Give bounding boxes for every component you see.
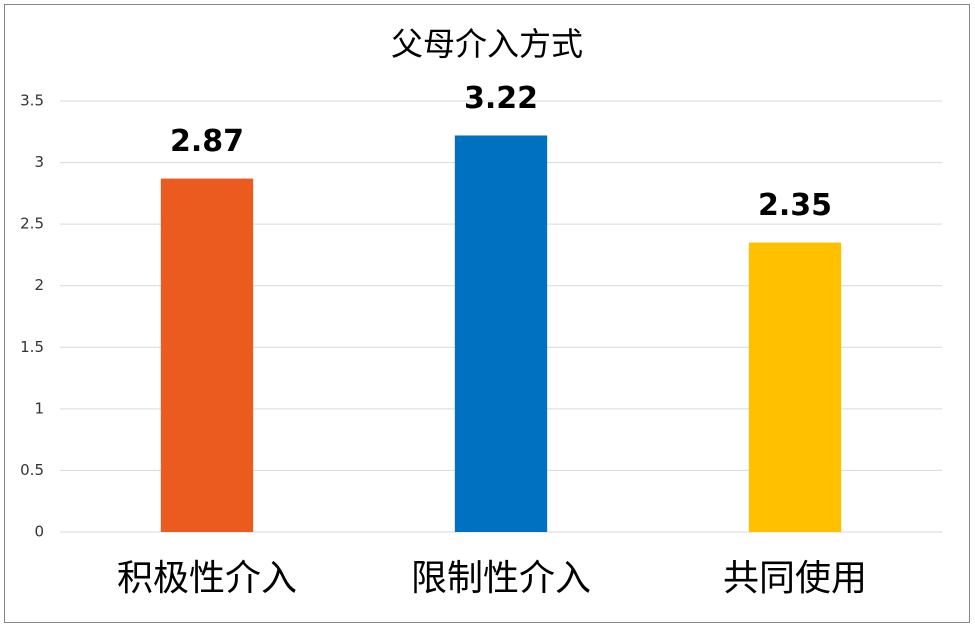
y-tick-label: 3: [34, 153, 44, 171]
y-tick-label: 1.5: [20, 338, 44, 356]
x-tick-label: 限制性介入: [411, 558, 591, 599]
x-tick-label: 积极性介入: [117, 558, 297, 599]
y-tick-label: 1: [34, 399, 44, 417]
y-tick-label: 3.5: [20, 92, 44, 110]
y-tick-label: 0: [34, 523, 44, 541]
chart-title: 父母介入方式: [391, 25, 583, 63]
value-label: 3.22: [464, 81, 538, 116]
value-label: 2.35: [758, 188, 832, 223]
x-tick-label: 共同使用: [723, 558, 867, 599]
bar: [748, 242, 842, 532]
bar: [160, 178, 254, 532]
value-label: 2.87: [170, 124, 244, 159]
y-tick-label: 2: [34, 276, 44, 294]
y-tick-label: 2.5: [20, 215, 44, 233]
bar: [454, 135, 548, 533]
y-tick-label: 0.5: [20, 461, 44, 479]
